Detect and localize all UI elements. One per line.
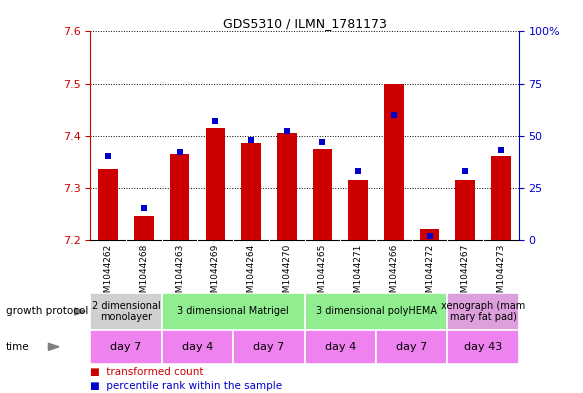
Point — [210, 118, 220, 124]
Title: GDS5310 / ILMN_1781173: GDS5310 / ILMN_1781173 — [223, 17, 387, 30]
Bar — [304, 330, 376, 364]
Text: GSM1044269: GSM1044269 — [211, 243, 220, 304]
Bar — [161, 330, 233, 364]
Bar — [90, 293, 161, 330]
Text: day 7: day 7 — [110, 342, 142, 352]
Text: GSM1044266: GSM1044266 — [389, 243, 398, 304]
Bar — [448, 293, 519, 330]
Bar — [376, 330, 448, 364]
Point — [496, 147, 505, 153]
Text: day 4: day 4 — [182, 342, 213, 352]
Text: time: time — [6, 342, 30, 352]
Bar — [384, 83, 403, 240]
Bar — [170, 154, 189, 240]
Text: GSM1044273: GSM1044273 — [497, 243, 505, 304]
Text: GSM1044268: GSM1044268 — [139, 243, 149, 304]
Bar — [233, 330, 304, 364]
Point — [247, 137, 256, 143]
Bar — [304, 293, 447, 330]
Text: day 7: day 7 — [253, 342, 285, 352]
Bar — [99, 169, 118, 240]
Text: GSM1044267: GSM1044267 — [461, 243, 470, 304]
Text: GSM1044271: GSM1044271 — [354, 243, 363, 304]
Polygon shape — [48, 343, 59, 351]
Text: 3 dimensional Matrigel: 3 dimensional Matrigel — [177, 307, 289, 316]
Bar — [90, 330, 161, 364]
Point — [353, 168, 363, 174]
Point — [425, 232, 434, 239]
Text: GSM1044264: GSM1044264 — [247, 243, 255, 304]
Text: day 43: day 43 — [464, 342, 503, 352]
Bar — [420, 229, 440, 240]
Point — [318, 139, 327, 145]
Text: GSM1044270: GSM1044270 — [282, 243, 292, 304]
Text: ■  transformed count: ■ transformed count — [90, 367, 204, 377]
Point — [461, 168, 470, 174]
Bar — [277, 133, 297, 240]
Text: xenograph (mam
mary fat pad): xenograph (mam mary fat pad) — [441, 301, 525, 322]
Point — [104, 153, 113, 160]
Bar — [312, 149, 332, 240]
Point — [389, 112, 399, 118]
Bar — [206, 128, 225, 240]
Bar — [161, 293, 304, 330]
Text: day 4: day 4 — [325, 342, 356, 352]
Text: 2 dimensional
monolayer: 2 dimensional monolayer — [92, 301, 160, 322]
Text: GSM1044272: GSM1044272 — [425, 243, 434, 304]
Text: GSM1044263: GSM1044263 — [175, 243, 184, 304]
Text: growth protocol: growth protocol — [6, 307, 88, 316]
Point — [175, 149, 184, 155]
Text: ■  percentile rank within the sample: ■ percentile rank within the sample — [90, 381, 283, 391]
Polygon shape — [75, 308, 85, 315]
Text: 3 dimensional polyHEMA: 3 dimensional polyHEMA — [315, 307, 437, 316]
Point — [139, 205, 149, 211]
Text: GSM1044265: GSM1044265 — [318, 243, 327, 304]
Point — [282, 128, 292, 134]
Text: day 7: day 7 — [396, 342, 427, 352]
Bar — [241, 143, 261, 240]
Text: GSM1044262: GSM1044262 — [104, 243, 113, 304]
Bar — [448, 330, 519, 364]
Bar — [455, 180, 475, 240]
Bar — [491, 156, 511, 240]
Bar — [134, 216, 154, 240]
Bar — [349, 180, 368, 240]
